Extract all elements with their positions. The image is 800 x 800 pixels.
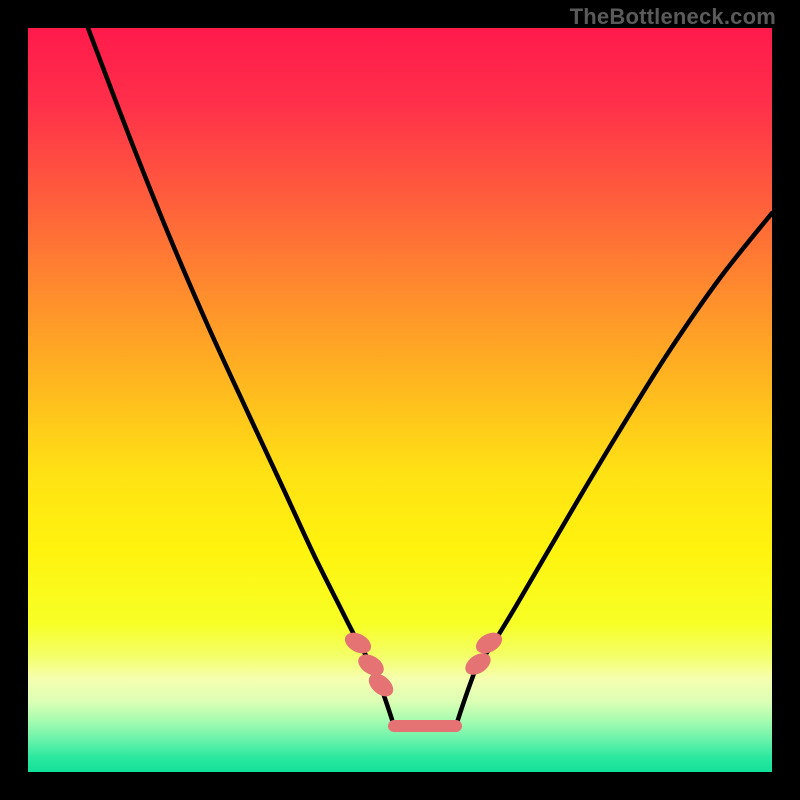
curve-data-markers	[341, 628, 505, 732]
chart-root: TheBottleneck.com	[0, 0, 800, 800]
v-curve-path	[88, 28, 772, 726]
curve-bead	[341, 628, 374, 657]
trough-bar	[388, 720, 462, 732]
bottleneck-curve	[28, 28, 772, 772]
curve-bead	[461, 649, 494, 680]
watermark-text: TheBottleneck.com	[570, 4, 776, 30]
chart-frame	[28, 28, 772, 772]
